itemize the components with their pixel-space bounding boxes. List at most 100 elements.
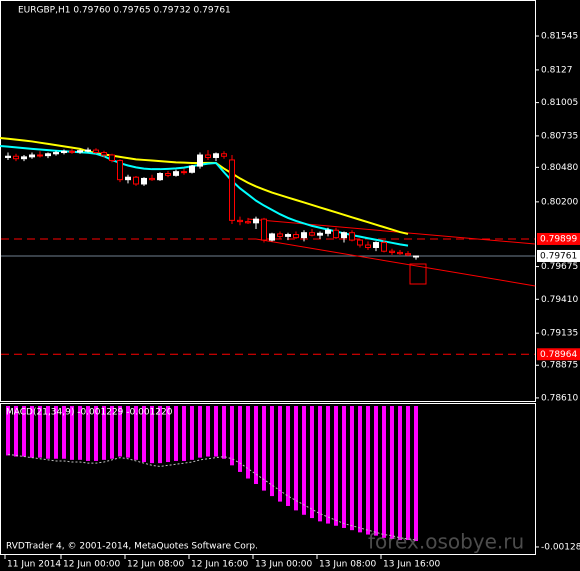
macd-bar: [230, 406, 234, 466]
macd-bar: [150, 406, 154, 464]
macd-bar: [78, 406, 82, 460]
macd-bar: [118, 406, 122, 457]
candle-body: [125, 176, 131, 181]
x-tick-label: 11 Jun 2014: [7, 560, 61, 570]
macd-bar: [46, 406, 50, 459]
order-marker: [409, 263, 427, 285]
macd-bar: [334, 406, 338, 526]
macd-bar: [94, 406, 98, 461]
y-tick-label: 0.79675: [541, 262, 578, 272]
price-label-box: [537, 232, 580, 245]
candle-body: [93, 149, 99, 154]
price-label-box: [537, 348, 580, 361]
macd-signal: [7, 453, 417, 541]
moving-average: [0, 136, 409, 235]
candle-body: [301, 232, 307, 239]
macd-bar: [70, 406, 74, 460]
candle-body: [389, 250, 395, 253]
macd-bar: [206, 406, 210, 457]
macd-bar: [374, 406, 378, 536]
candle-body: [101, 152, 107, 156]
macd-bar: [62, 406, 66, 459]
candle-body: [53, 152, 59, 155]
copyright: RVDTrader 4, © 2001-2014, MetaQuotes Sof…: [6, 542, 258, 552]
y-tick-label: -0.001283: [541, 542, 580, 552]
candle-body: [229, 159, 235, 221]
watermark: forex.osobye.ru: [368, 530, 524, 554]
macd-bar: [54, 406, 58, 459]
candle-body: [405, 253, 411, 256]
candle-body: [213, 153, 219, 158]
candle-body: [69, 150, 75, 153]
macd-bar: [222, 406, 226, 459]
x-tick-label: 12 Jun 00:00: [63, 560, 120, 570]
y-tick-label: 0.80735: [541, 131, 578, 141]
candle-body: [253, 218, 259, 224]
macd-bar: [382, 406, 386, 538]
candle-body: [293, 234, 299, 239]
macd-bar: [358, 406, 362, 533]
candle-body: [325, 229, 331, 234]
y-tick-label: 0.80480: [541, 163, 578, 173]
y-tick-label: 0.81005: [541, 98, 578, 108]
candle-body: [149, 177, 155, 181]
candle-body: [317, 232, 323, 236]
candle-body: [5, 155, 11, 158]
macd-bar: [190, 406, 194, 460]
candle-body: [397, 251, 403, 255]
y-tick-label: 0.78875: [541, 361, 578, 371]
x-tick-label: 13 Jun 00:00: [255, 560, 312, 570]
candle-body: [245, 221, 251, 224]
macd-title: MACD(21,34,9) -0.001229 -0.001220: [6, 408, 173, 418]
macd-bar: [350, 406, 354, 531]
macd-bar: [166, 406, 170, 463]
candle-body: [381, 242, 387, 252]
candle-body: [285, 234, 291, 237]
candle-body: [13, 155, 19, 160]
trend-line: [255, 238, 536, 287]
candle-body: [309, 232, 315, 236]
candle-body: [269, 233, 275, 241]
candle-body: [37, 154, 43, 157]
macd-bar: [270, 406, 274, 497]
macd-bar: [342, 406, 346, 528]
y-tick-label: 0.79410: [541, 295, 578, 305]
macd-bar: [406, 406, 410, 541]
macd-bar: [142, 406, 146, 463]
macd-bar: [126, 406, 130, 458]
macd-bar: [318, 406, 322, 522]
macd-frame: [0, 403, 536, 555]
macd-bar: [262, 406, 266, 491]
macd-bar: [14, 406, 18, 457]
macd-bar: [22, 406, 26, 457]
candle-body: [173, 171, 179, 176]
candle-body: [261, 218, 267, 241]
macd-bar: [102, 406, 106, 460]
macd-bar: [134, 406, 138, 460]
main-frame: [0, 0, 536, 402]
macd-bar: [390, 406, 394, 539]
macd-bar: [398, 406, 402, 541]
macd-bar: [6, 406, 10, 456]
macd-bar: [310, 406, 314, 519]
x-tick-label: 12 Jun 16:00: [191, 560, 248, 570]
price-label: 0.79899: [540, 234, 577, 244]
x-tick-label: 13 Jun 16:00: [383, 560, 440, 570]
candle-body: [117, 160, 123, 181]
candle-body: [181, 171, 187, 174]
macd-bar: [238, 406, 242, 472]
y-tick-label: 0.80200: [541, 197, 578, 207]
macd-bar: [198, 406, 202, 458]
macd-bar: [366, 406, 370, 535]
macd-bar: [214, 406, 218, 457]
candle-body: [157, 173, 163, 181]
candle-body: [237, 219, 243, 223]
macd-bar: [86, 406, 90, 461]
y-tick-label: 0.78610: [541, 393, 578, 403]
candle-body: [365, 244, 371, 248]
macd-bar: [182, 406, 186, 461]
macd-bar: [302, 406, 306, 515]
current-price-label: 0.79761: [540, 251, 577, 261]
candle-body: [29, 154, 35, 158]
candle-body: [77, 150, 83, 153]
